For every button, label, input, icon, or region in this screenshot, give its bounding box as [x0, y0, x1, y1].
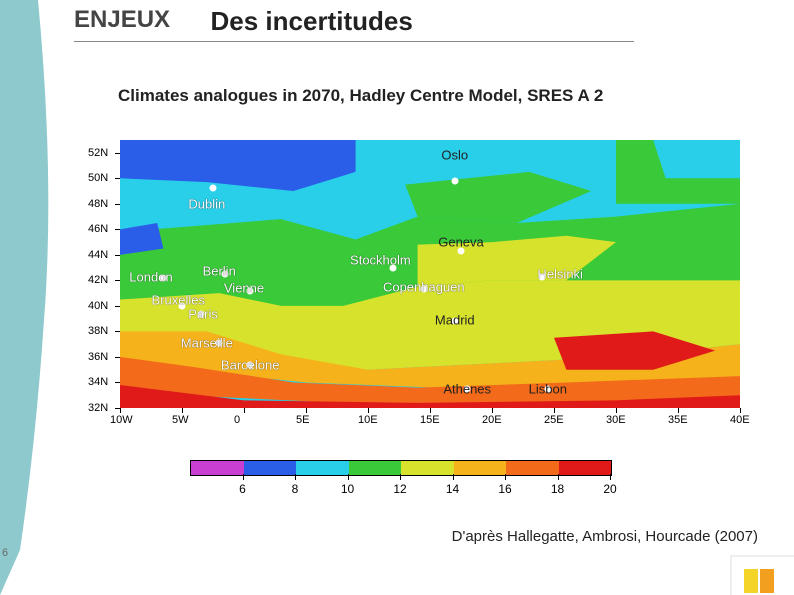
header-section: ENJEUX	[74, 6, 170, 34]
x-tick-label: 10W	[110, 414, 133, 426]
city-label: Lisbon	[529, 381, 567, 396]
legend-value: 16	[498, 482, 511, 496]
header-title: Des incertitudes	[211, 6, 413, 37]
corner-decor	[726, 553, 794, 595]
y-tick-label: 38N	[88, 325, 108, 337]
y-tick-label: 42N	[88, 274, 108, 286]
y-tick-label: 40N	[88, 300, 108, 312]
x-tick-label: 20E	[482, 414, 502, 426]
city-label: Berlin	[203, 264, 236, 279]
city-label: London	[129, 269, 172, 284]
y-tick-label: 52N	[88, 147, 108, 159]
left-decor-band	[0, 0, 60, 595]
city-label: Stockholm	[350, 252, 411, 267]
legend-segment	[401, 461, 454, 475]
city-label: Athenes	[443, 381, 491, 396]
y-tick-label: 46N	[88, 223, 108, 235]
city-label: Barcelone	[221, 357, 280, 372]
legend-segment	[244, 461, 297, 475]
header-rule	[74, 41, 634, 42]
map-plot-area: Oslo Dublin London Berlin Bruxelles Vienne Par…	[120, 140, 740, 408]
legend-value: 14	[446, 482, 459, 496]
city-label: Dublin	[188, 196, 225, 211]
legend-segment	[349, 461, 402, 475]
legend-value: 8	[292, 482, 299, 496]
colorbar-legend: 6 8 10 12 14 16 18 20	[170, 460, 630, 510]
city-dot	[210, 185, 217, 192]
city-label: Madrid	[435, 312, 475, 327]
legend-value: 18	[551, 482, 564, 496]
y-tick-label: 48N	[88, 198, 108, 210]
legend-value: 6	[239, 482, 246, 496]
legend-value: 10	[341, 482, 354, 496]
y-tick-label: 44N	[88, 249, 108, 261]
x-tick-label: 15E	[420, 414, 440, 426]
x-tick-label: 30E	[606, 414, 626, 426]
subtitle: Climates analogues in 2070, Hadley Centr…	[118, 86, 603, 106]
header: ENJEUX Des incertitudes	[74, 6, 714, 42]
city-label: Geneva	[438, 235, 484, 250]
y-tick-label: 32N	[88, 402, 108, 414]
legend-segment	[454, 461, 507, 475]
x-tick-label: 25E	[544, 414, 564, 426]
legend-segment	[191, 461, 244, 475]
x-tick-label: 40E	[730, 414, 750, 426]
x-tick-label: 10E	[358, 414, 378, 426]
city-label: Copenhaguen	[383, 279, 465, 294]
legend-segment	[559, 461, 612, 475]
city-label: Vienne	[224, 281, 264, 296]
y-tick-label: 50N	[88, 172, 108, 184]
x-tick-label: 5E	[296, 414, 309, 426]
y-tick-label: 36N	[88, 351, 108, 363]
city-label: Bruxelles	[152, 292, 205, 307]
page-number: 6	[2, 547, 8, 559]
city-label: Marseille	[181, 335, 233, 350]
legend-value: 12	[393, 482, 406, 496]
city-label: Paris	[188, 306, 218, 321]
climate-map: Oslo Dublin London Berlin Bruxelles Vienne Par…	[70, 134, 760, 444]
y-tick-label: 34N	[88, 376, 108, 388]
colorbar	[190, 460, 612, 476]
city-dot	[451, 177, 458, 184]
legend-segment	[506, 461, 559, 475]
x-tick-label: 35E	[668, 414, 688, 426]
city-label: Helsinki	[537, 267, 583, 282]
x-tick-label: 0	[234, 414, 240, 426]
city-label: Oslo	[441, 148, 468, 163]
citation: D'après Hallegatte, Ambrosi, Hourcade (2…	[452, 528, 758, 545]
x-tick-label: 5W	[172, 414, 189, 426]
legend-segment	[296, 461, 349, 475]
legend-value: 20	[603, 482, 616, 496]
